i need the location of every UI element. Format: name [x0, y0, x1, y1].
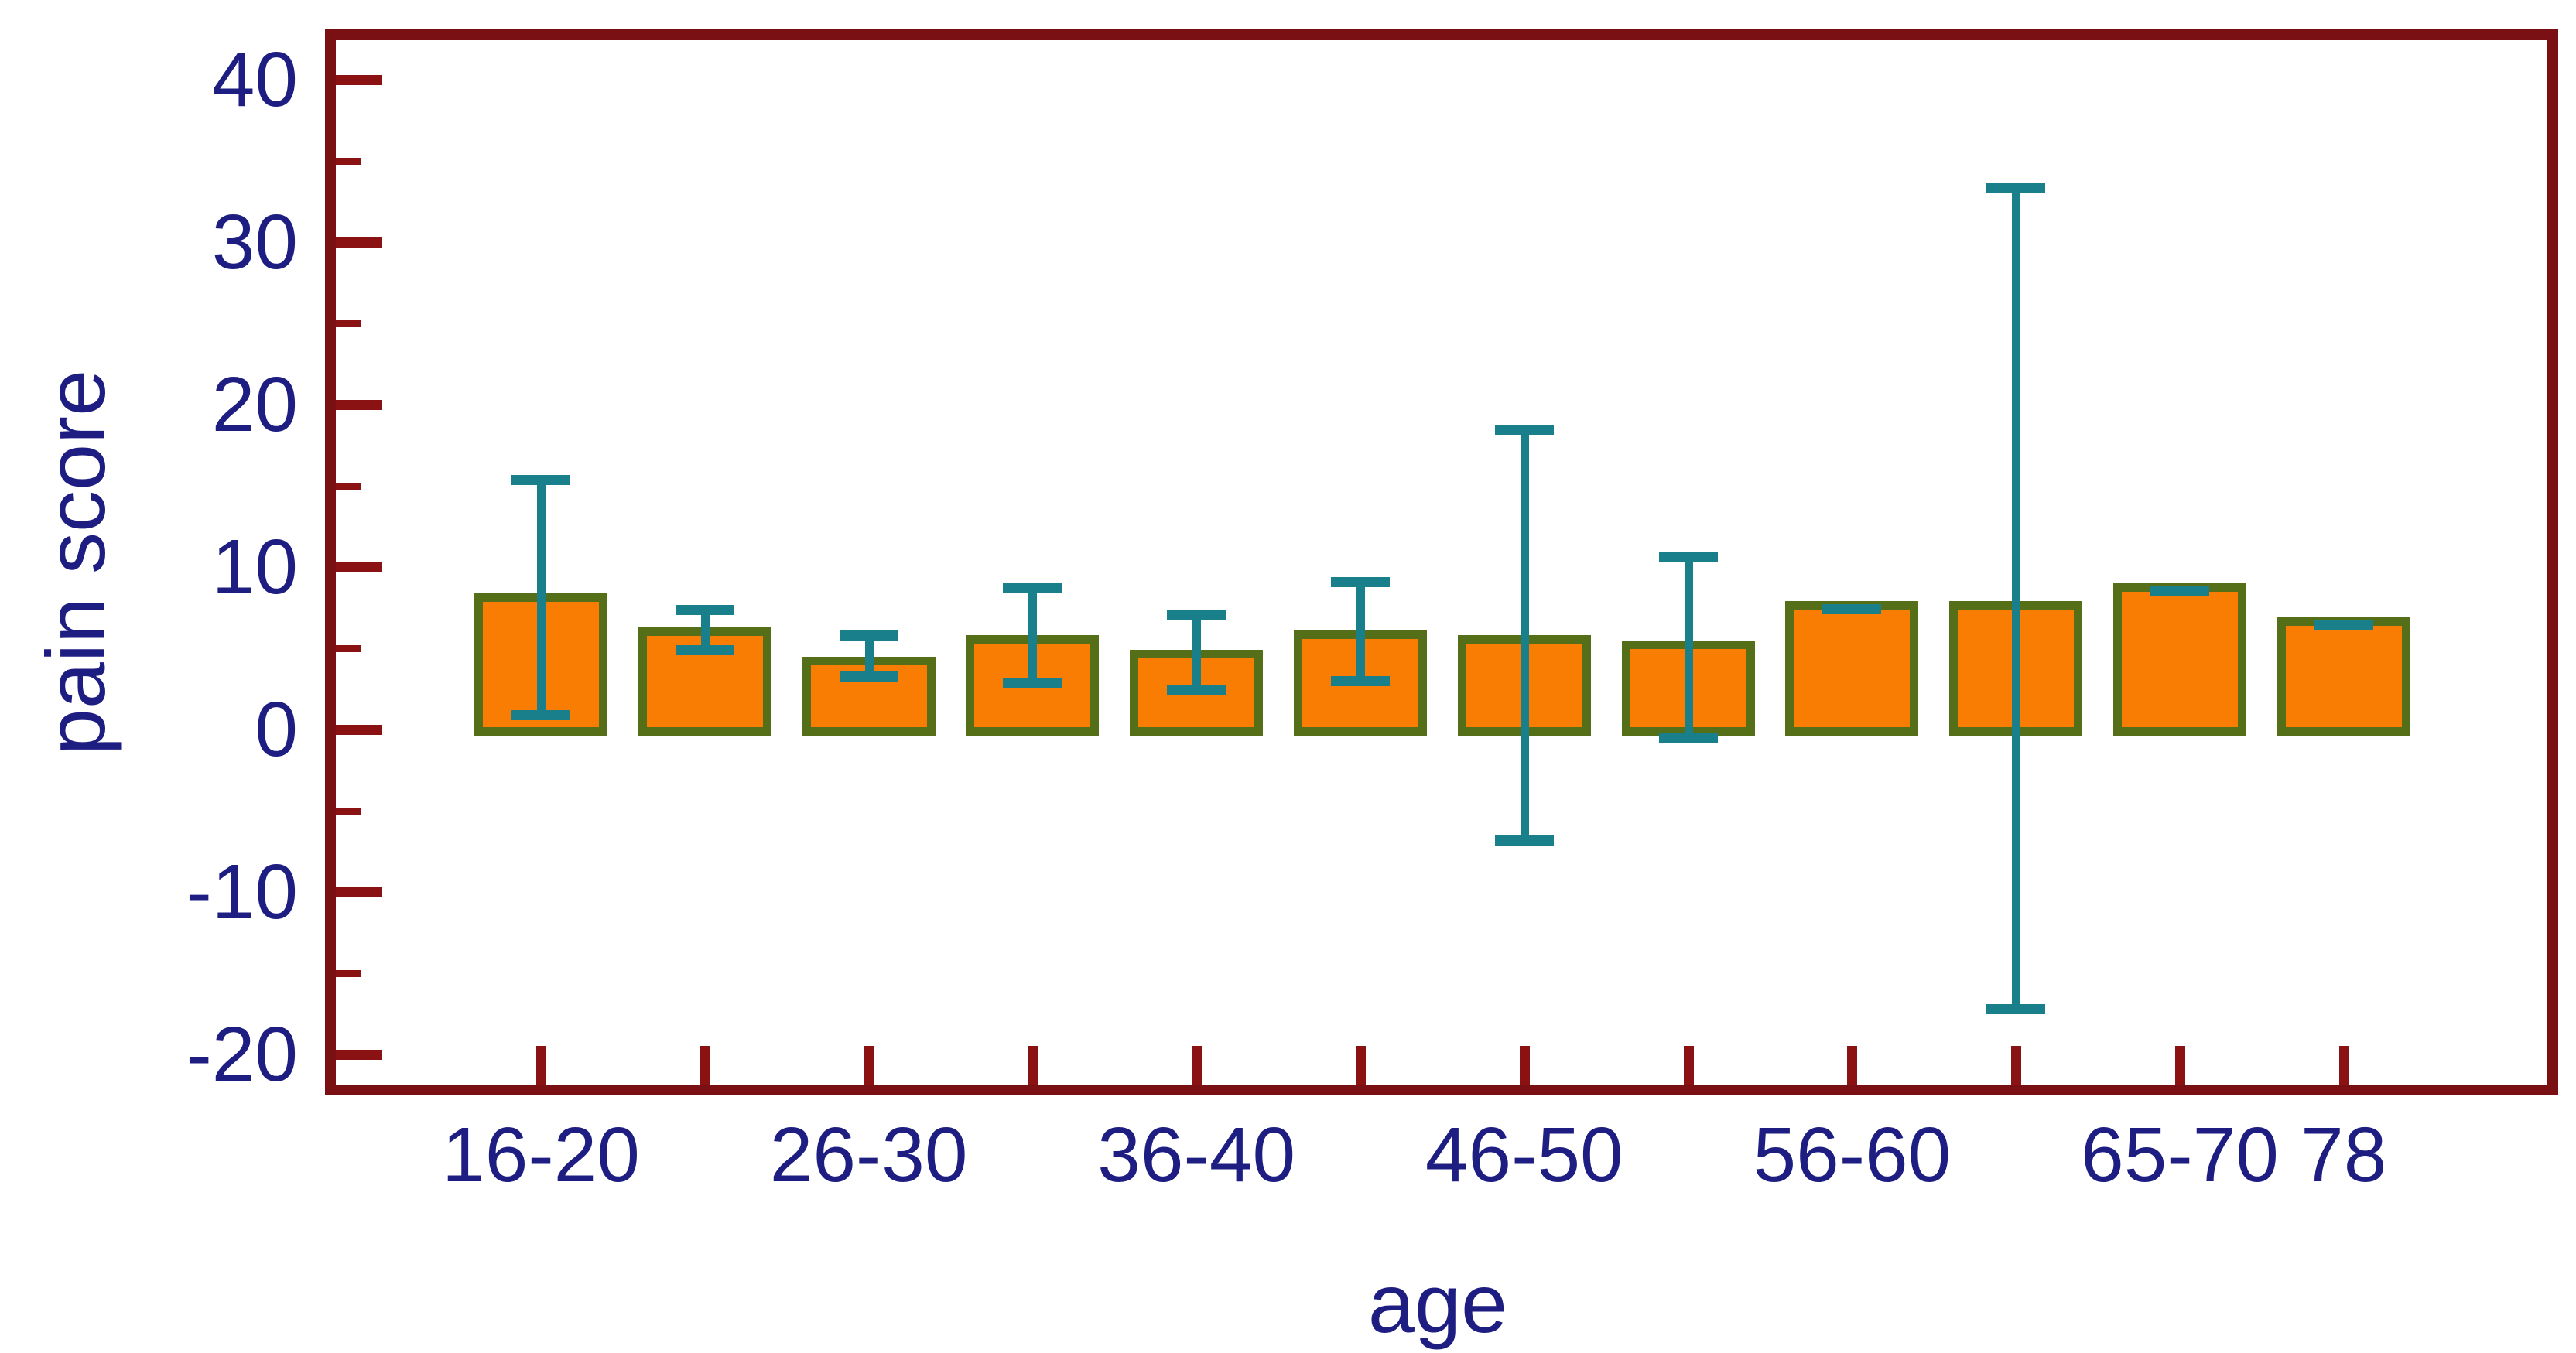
- y-tick-label: 30: [211, 199, 298, 285]
- error-bar-cap: [675, 645, 734, 656]
- error-bar-cap: [839, 671, 898, 682]
- bar: [1785, 601, 1919, 736]
- x-axis-title: age: [1367, 1256, 1508, 1350]
- error-bar-cap: [1658, 733, 1718, 743]
- y-minor-tick: [336, 645, 361, 652]
- error-bar-cap: [839, 630, 898, 641]
- error-bar-cap: [675, 604, 734, 615]
- error-bar-cap: [1167, 609, 1226, 620]
- x-tick: [536, 1046, 546, 1085]
- error-bar-cap: [1331, 576, 1390, 587]
- error-bar-cap: [1986, 182, 2046, 193]
- y-major-tick: [336, 725, 382, 735]
- y-major-tick: [336, 400, 382, 410]
- x-tick: [2011, 1046, 2022, 1085]
- y-major-tick: [336, 1050, 382, 1060]
- y-tick-label: -10: [186, 849, 298, 935]
- plot-frame: [325, 29, 2558, 1095]
- error-bar-cap: [2150, 586, 2209, 596]
- y-major-tick: [336, 562, 382, 572]
- x-tick: [1028, 1046, 1038, 1085]
- error-bar-cap: [2314, 620, 2373, 631]
- y-tick-label: 20: [211, 361, 298, 448]
- error-bar-cap: [1494, 835, 1554, 846]
- x-tick-label: 36-40: [1097, 1112, 1296, 1198]
- x-tick-label: 56-60: [1753, 1112, 1952, 1198]
- error-bar-line: [1684, 557, 1693, 738]
- x-tick-label: 78: [2301, 1112, 2387, 1198]
- error-bar-cap: [1986, 1004, 2046, 1015]
- y-minor-tick: [336, 483, 361, 490]
- error-bar-cap: [1658, 552, 1718, 563]
- y-tick-label: 0: [255, 686, 298, 773]
- y-minor-tick: [336, 970, 361, 977]
- y-tick-label: 10: [211, 524, 298, 610]
- error-bar-cap: [1494, 424, 1554, 435]
- error-bar-cap: [1003, 678, 1062, 688]
- x-tick-label: 65-70: [2081, 1112, 2279, 1198]
- y-minor-tick: [336, 808, 361, 815]
- y-minor-tick: [336, 320, 361, 327]
- error-bar-cap: [1167, 684, 1226, 695]
- error-bar-line: [864, 635, 874, 676]
- bar: [2277, 617, 2410, 736]
- y-major-tick: [336, 237, 382, 248]
- x-tick-label: 16-20: [442, 1112, 640, 1198]
- x-tick: [2338, 1046, 2349, 1085]
- x-tick: [700, 1046, 710, 1085]
- y-major-tick: [336, 887, 382, 897]
- error-bar-line: [1192, 613, 1202, 689]
- error-bar-cap: [1003, 583, 1062, 594]
- error-bar-line: [1520, 429, 1529, 840]
- y-minor-tick: [336, 158, 361, 165]
- error-bar-cap: [1822, 604, 1882, 615]
- error-bar-line: [537, 479, 546, 716]
- x-tick-label: 26-30: [769, 1112, 968, 1198]
- x-tick: [1847, 1046, 1858, 1085]
- y-tick-label: -20: [186, 1011, 298, 1098]
- x-tick: [2175, 1046, 2185, 1085]
- y-tick-label: 40: [211, 36, 298, 123]
- error-bar-line: [1028, 588, 1038, 683]
- x-tick: [1192, 1046, 1202, 1085]
- y-major-tick: [336, 75, 382, 85]
- error-bar-line: [700, 609, 710, 651]
- bar: [2113, 583, 2246, 736]
- error-bar-line: [1356, 581, 1365, 681]
- error-bar-cap: [1331, 676, 1390, 686]
- error-bar-cap: [511, 710, 570, 721]
- x-tick: [864, 1046, 874, 1085]
- x-tick: [1356, 1046, 1366, 1085]
- error-bar-cap: [511, 474, 570, 485]
- x-tick: [1519, 1046, 1530, 1085]
- x-tick-label: 46-50: [1425, 1112, 1623, 1198]
- x-tick: [1683, 1046, 1694, 1085]
- error-bar-line: [2012, 186, 2021, 1010]
